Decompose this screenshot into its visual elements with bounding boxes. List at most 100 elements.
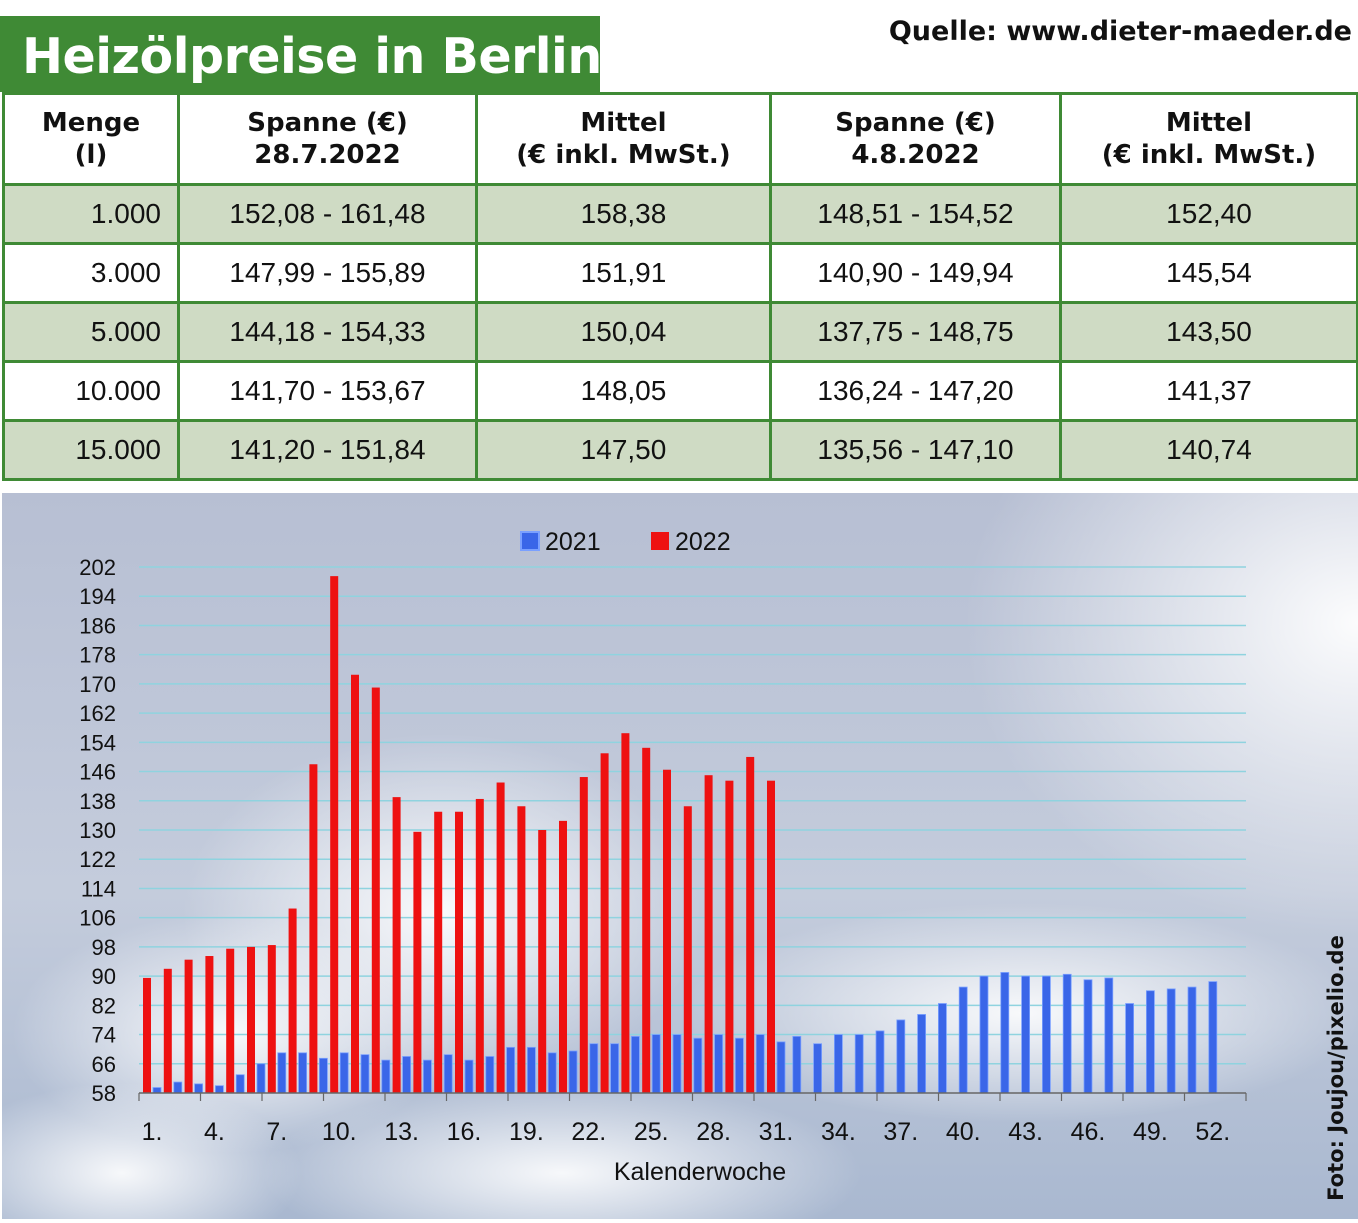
y-tick-label: 154 xyxy=(79,730,116,755)
cell-spanne-2: 140,90 - 149,94 xyxy=(769,242,1062,304)
cell-mittel-2: 140,74 xyxy=(1059,419,1358,481)
bar-2021-week-9 xyxy=(318,1057,328,1094)
y-tick-label: 114 xyxy=(81,876,116,901)
bar-2021-week-14 xyxy=(422,1059,432,1094)
cell-spanne-2: 148,51 - 154,52 xyxy=(769,183,1062,245)
x-tick-label: 25. xyxy=(634,1118,669,1146)
y-tick-label: 98 xyxy=(92,935,116,960)
bar-2022-week-12 xyxy=(371,687,380,1093)
header-spanne-1: Spanne (€) 28.7.2022 xyxy=(177,92,478,186)
x-tick-label: 31. xyxy=(759,1118,794,1146)
bar-2021-week-17 xyxy=(485,1056,495,1094)
cell-mittel-2: 152,40 xyxy=(1059,183,1358,245)
bar-2022-week-6 xyxy=(247,946,255,1093)
bar-2022-week-14 xyxy=(413,831,422,1093)
bar-2021-week-13 xyxy=(402,1056,412,1094)
cell-spanne-2: 135,56 - 147,10 xyxy=(769,419,1062,481)
bar-2021-week-32 xyxy=(792,1035,802,1094)
cell-spanne-2: 136,24 - 147,20 xyxy=(769,360,1062,422)
bar-2021-week-45 xyxy=(1062,973,1072,1094)
bar-2021-week-11 xyxy=(360,1054,370,1094)
x-tick-label: 13. xyxy=(384,1118,419,1146)
bar-2021-week-34 xyxy=(834,1034,843,1094)
bar-2022-week-29 xyxy=(725,780,734,1093)
bar-2022-week-28 xyxy=(704,775,713,1093)
bar-2022-week-13 xyxy=(392,797,401,1093)
bar-2022-week-27 xyxy=(683,806,692,1093)
page-title: Heizölpreise in Berlin xyxy=(22,28,602,85)
source-label: Quelle: www.dieter-maeder.de xyxy=(888,16,1352,47)
x-tick-label: 34. xyxy=(821,1118,856,1146)
x-tick-label: 19. xyxy=(509,1118,544,1146)
bar-2022-week-8 xyxy=(288,908,297,1093)
bar-2021-week-7 xyxy=(277,1052,287,1094)
title-banner: Heizölpreise in Berlin xyxy=(0,16,602,92)
bar-2022-week-23 xyxy=(600,753,609,1093)
x-tick-label: 40. xyxy=(946,1118,981,1146)
x-tick-label: 16. xyxy=(447,1118,482,1146)
bar-2022-week-4 xyxy=(205,956,214,1093)
legend-label-2022: 2022 xyxy=(675,528,731,556)
bar-2022-week-10 xyxy=(330,576,339,1093)
header-menge: Menge (l) xyxy=(2,92,180,186)
bar-2021-week-36 xyxy=(875,1030,885,1094)
y-tick-label: 130 xyxy=(79,818,116,843)
y-tick-label: 122 xyxy=(79,847,116,872)
bar-2021-week-6 xyxy=(256,1063,266,1094)
bar-2022-week-18 xyxy=(496,782,505,1093)
chart-area: 58 66 74 82 90 98 106 114 122 130 138 146 154 162 170 1… xyxy=(0,493,1358,1223)
legend-swatch-2022 xyxy=(651,532,669,550)
cell-mittel-1: 151,91 xyxy=(475,242,772,304)
cell-spanne-1: 144,18 - 154,33 xyxy=(177,301,478,363)
bar-2021-week-33 xyxy=(813,1043,822,1094)
bar-2021-week-22 xyxy=(589,1043,599,1094)
bar-2021-week-39 xyxy=(938,1003,947,1094)
bar-2021-week-26 xyxy=(672,1034,682,1094)
bar-2021-week-27 xyxy=(693,1037,703,1094)
y-axis-labels: 58 66 74 82 90 98 106 114 122 130 138 146 154 162 170 1… xyxy=(79,555,116,1106)
bar-2021-week-3 xyxy=(194,1083,204,1094)
bar-2021-week-51 xyxy=(1187,986,1197,1094)
bar-2021-week-21 xyxy=(568,1050,578,1094)
cell-menge: 15.000 xyxy=(2,419,180,481)
y-tick-label: 194 xyxy=(79,584,116,609)
bar-2021-week-1 xyxy=(152,1087,162,1094)
chart-gridlines xyxy=(139,566,1246,1065)
bar-2021-week-50 xyxy=(1166,988,1176,1094)
bar-2021-week-42 xyxy=(1000,972,1010,1094)
bar-2021-week-2 xyxy=(173,1081,183,1094)
x-axis xyxy=(138,1092,1247,1101)
cell-spanne-1: 141,20 - 151,84 xyxy=(177,419,478,481)
bar-2022-week-2 xyxy=(163,968,172,1093)
bar-2021-week-24 xyxy=(631,1035,640,1094)
bar-2022-week-9 xyxy=(309,764,318,1093)
bar-2021-week-47 xyxy=(1104,977,1114,1094)
bar-2021-week-5 xyxy=(235,1074,245,1094)
bar-2022-week-22 xyxy=(579,777,588,1093)
bar-2021-week-12 xyxy=(381,1059,391,1094)
header-spanne-2: Spanne (€) 4.8.2022 xyxy=(769,92,1062,186)
x-tick-label: 7. xyxy=(266,1118,287,1146)
cell-spanne-1: 141,70 - 153,67 xyxy=(177,360,478,422)
bar-2022-week-16 xyxy=(455,811,463,1093)
cell-mittel-2: 143,50 xyxy=(1059,301,1358,363)
x-tick-label: 49. xyxy=(1133,1118,1168,1146)
bar-2021-week-31 xyxy=(776,1041,786,1094)
bar-2022-week-3 xyxy=(184,959,193,1093)
x-axis-labels: 1. 4. 7. 10. 13. 16. 19. 22. 25. 28. 31. 34. 37. 40. 4… xyxy=(142,1118,1231,1146)
bar-2021-week-46 xyxy=(1083,979,1093,1094)
y-tick-label: 146 xyxy=(79,760,116,785)
cell-menge: 3.000 xyxy=(2,242,180,304)
cell-mittel-1: 148,05 xyxy=(475,360,772,422)
bar-2022-week-19 xyxy=(517,806,526,1093)
y-tick-label: 170 xyxy=(79,672,116,697)
cell-spanne-1: 147,99 - 155,89 xyxy=(177,242,478,304)
bar-2021-week-25 xyxy=(651,1034,661,1094)
bar-2021-week-20 xyxy=(547,1052,557,1094)
cell-mittel-1: 147,50 xyxy=(475,419,772,481)
price-bar-chart: 58 66 74 82 90 98 106 114 122 130 138 146 154 162 170 1… xyxy=(0,493,1358,1223)
bar-2022-week-17 xyxy=(475,798,484,1093)
table-row: 3.000 147,99 - 155,89 151,91 140,90 - 14… xyxy=(2,242,1358,304)
cell-mittel-1: 150,04 xyxy=(475,301,772,363)
bar-2022-week-11 xyxy=(351,674,359,1093)
